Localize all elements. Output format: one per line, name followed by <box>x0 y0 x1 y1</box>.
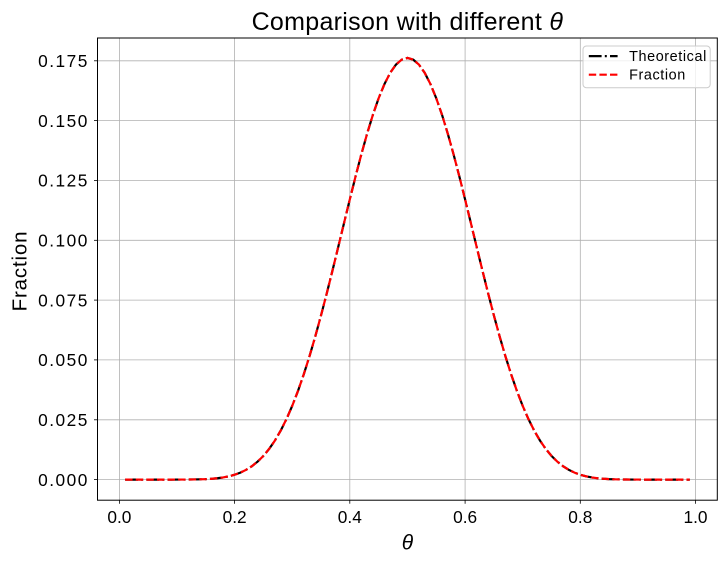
svg-text:0.100: 0.100 <box>38 231 89 251</box>
svg-text:Fraction: Fraction <box>629 68 686 84</box>
svg-text:Comparison with different θ: Comparison with different θ <box>252 8 564 36</box>
svg-text:0.6: 0.6 <box>453 507 477 527</box>
svg-text:0.0: 0.0 <box>107 507 131 527</box>
svg-text:1.0: 1.0 <box>683 507 707 527</box>
svg-text:Fraction: Fraction <box>9 231 32 312</box>
svg-text:0.025: 0.025 <box>38 410 89 430</box>
svg-text:0.050: 0.050 <box>38 350 89 370</box>
svg-text:0.150: 0.150 <box>38 111 89 131</box>
svg-text:0.8: 0.8 <box>568 507 592 527</box>
svg-text:0.125: 0.125 <box>38 171 89 191</box>
svg-text:0.4: 0.4 <box>338 507 362 527</box>
svg-text:0.075: 0.075 <box>38 290 89 310</box>
svg-text:Theoretical: Theoretical <box>629 49 707 65</box>
svg-text:0.000: 0.000 <box>38 470 89 490</box>
svg-text:0.2: 0.2 <box>223 507 247 527</box>
svg-text:θ: θ <box>402 532 414 555</box>
svg-text:0.175: 0.175 <box>38 51 89 71</box>
